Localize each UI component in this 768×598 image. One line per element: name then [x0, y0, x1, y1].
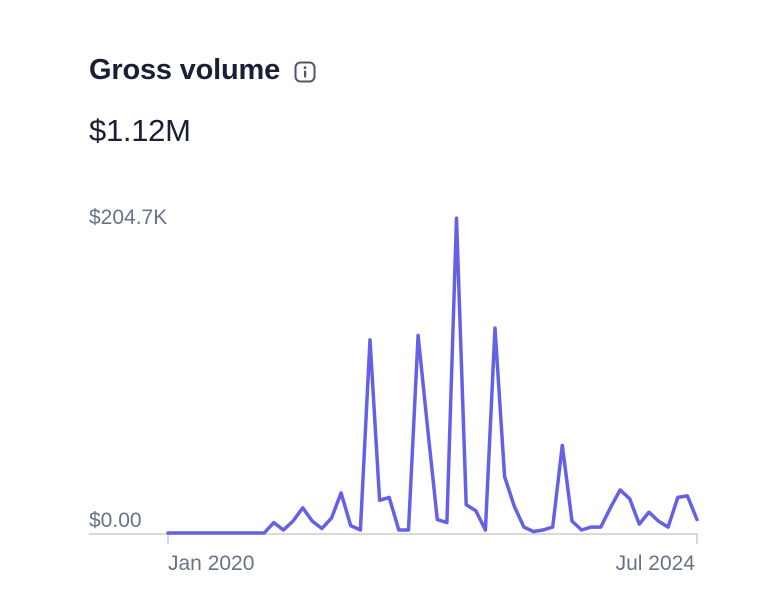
- card-title: Gross volume: [89, 54, 280, 86]
- info-icon[interactable]: [294, 61, 316, 83]
- y-axis-max-label: $204.7K: [89, 206, 167, 229]
- y-axis-zero-label: $0.00: [89, 509, 142, 532]
- series-layer: [166, 216, 699, 535]
- x-axis-start-label: Jan 2020: [168, 552, 254, 575]
- series-line-0: [166, 216, 699, 535]
- gross-volume-total: $1.12M: [89, 113, 191, 148]
- card-header: Gross volume: [89, 54, 316, 87]
- x-axis-end-label: Jul 2024: [616, 552, 696, 575]
